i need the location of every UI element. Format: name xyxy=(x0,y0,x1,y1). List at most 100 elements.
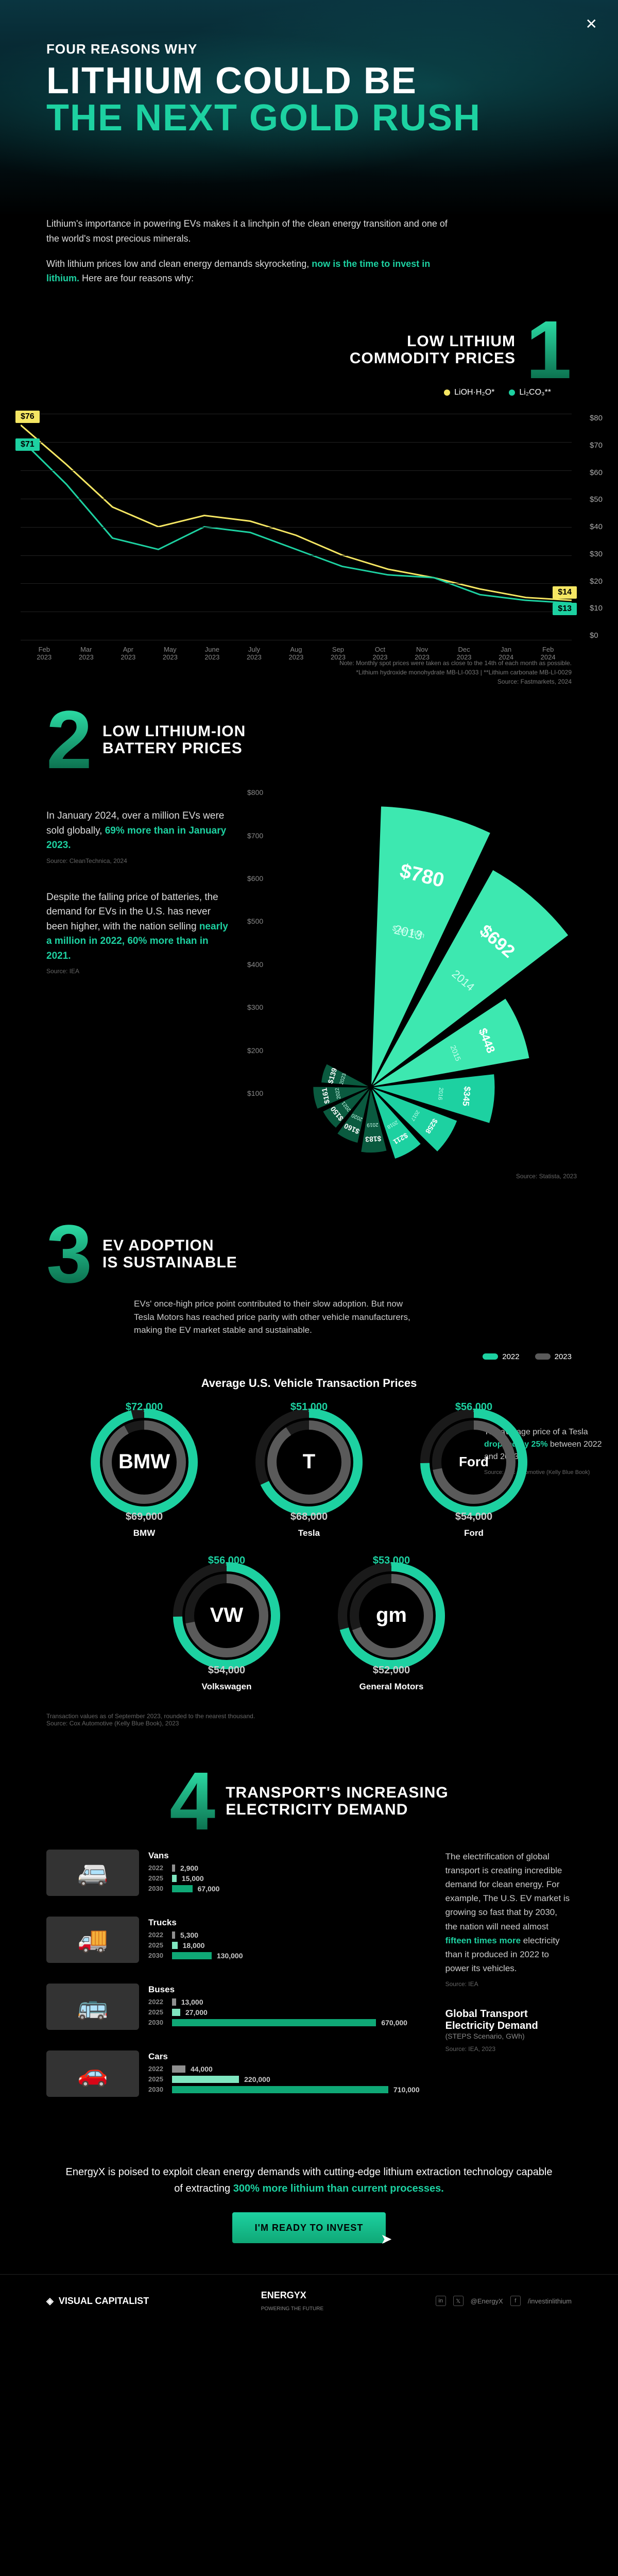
global-demand-title: Global Transport Electricity Demand xyxy=(445,2008,572,2032)
global-demand-src: Source: IEA, 2023 xyxy=(445,2045,572,2053)
sec4-para-b: fifteen times more xyxy=(445,1936,521,1945)
energyx-tag: POWERING THE FUTURE xyxy=(261,2306,323,2312)
social-handle: @EnergyX xyxy=(471,2297,503,2305)
intro-p2c: Here are four reasons why: xyxy=(79,273,194,283)
sec2-head: 2 LOW LITHIUM-ION BATTERY PRICES xyxy=(0,702,618,778)
sec3-title: EV ADOPTION IS SUSTAINABLE xyxy=(102,1237,237,1271)
vehicle-bars-col: 🚐Vans20222,900202515,000203067,000 🚚Truck… xyxy=(46,1850,420,2117)
chart1-legend: LiOH·H₂O* Li₂CO₃** xyxy=(444,388,551,397)
energyx-name: ENERGYX xyxy=(261,2290,306,2301)
sec1-num: 1 xyxy=(526,317,572,383)
sec3-legend: 2022 2023 xyxy=(0,1352,618,1371)
donut-volkswagen: $56,000$54,000VWVolkswagen xyxy=(160,1559,294,1692)
sec2-title-a: LOW LITHIUM-ION xyxy=(102,723,246,740)
legend-dot-yellow xyxy=(444,389,450,396)
brand-vc: ◈ VISUAL CAPITALIST xyxy=(46,2296,149,2307)
sec4-head: 4 TRANSPORT'S INCREASING ELECTRICITY DEM… xyxy=(0,1753,618,1839)
donut-bmw: $72,000$69,000BMWBMW xyxy=(77,1405,211,1538)
intro-p2a: With lithium prices low and clean energy… xyxy=(46,259,312,269)
sec4-para: The electrification of global transport … xyxy=(445,1850,572,1976)
legend-2023-label: 2023 xyxy=(555,1352,572,1361)
facebook-icon[interactable]: f xyxy=(510,2296,521,2306)
swatch-2022 xyxy=(483,1353,498,1360)
chart1-container: LiOH·H₂O* Li₂CO₃** $ per KG $80$70$60$50… xyxy=(0,388,618,656)
brand-energyx: ENERGYX POWERING THE FUTURE xyxy=(261,2290,323,2312)
hero-section: ✕ FOUR REASONS WHY LITHIUM COULD BE THE … xyxy=(0,0,618,216)
global-demand-sub: (STEPS Scenario, GWh) xyxy=(445,2032,572,2040)
chart1-plot-area: $80$70$60$50$40$30$20$10$0$76$71$14$13 xyxy=(21,414,572,640)
sec3-num: 3 xyxy=(46,1221,92,1287)
footer: ◈ VISUAL CAPITALIST ENERGYX POWERING THE… xyxy=(0,2274,618,2337)
close-icon[interactable]: ✕ xyxy=(586,15,597,32)
legend-dot-green xyxy=(509,389,515,396)
chart1-xaxis: Feb2023Mar2023Apr2023May2023June2023July… xyxy=(21,646,572,661)
donut-grid: The average price of a Tesla dropped by … xyxy=(0,1405,618,1713)
eyebrow: FOUR REASONS WHY xyxy=(46,41,572,57)
legend-2023: 2023 xyxy=(535,1352,572,1361)
vehicle-vans: 🚐Vans20222,900202515,000203067,000 xyxy=(46,1850,420,1896)
sec2-title: LOW LITHIUM-ION BATTERY PRICES xyxy=(102,723,246,757)
vc-name: VISUAL CAPITALIST xyxy=(59,2296,149,2307)
invest-button[interactable]: I'M READY TO INVEST ➤ xyxy=(232,2212,386,2244)
sec4-title-b: ELECTRICITY DEMAND xyxy=(226,1801,408,1818)
legend-b-label: Li₂CO₃** xyxy=(519,388,551,397)
sec3-intro: EVs' once-high price point contributed t… xyxy=(0,1292,464,1352)
sec2-body: In January 2024, over a million EVs were… xyxy=(0,778,618,1200)
legend-lioh: LiOH·H₂O* xyxy=(444,388,494,397)
fact-1: In January 2024, over a million EVs were… xyxy=(46,809,232,865)
sec4-para-src: Source: IEA xyxy=(445,1980,572,1988)
fact2-a: Despite the falling price of batteries, … xyxy=(46,892,218,932)
sec3-title-b: IS SUSTAINABLE xyxy=(102,1254,237,1271)
legend-2022: 2022 xyxy=(483,1352,519,1361)
sec2-facts: In January 2024, over a million EVs were… xyxy=(46,788,232,1180)
spiral-svg: $7802013$ per kWh$6922014$4482015$345201… xyxy=(268,788,618,1159)
cta-btn-label: I'M READY TO INVEST xyxy=(255,2223,364,2233)
vehicle-cars: 🚗Cars202244,0002025220,0002030710,000 xyxy=(46,2050,420,2097)
title-line2: THE NEXT GOLD RUSH xyxy=(46,99,572,137)
svg-text:$345: $345 xyxy=(460,1086,473,1107)
x-icon[interactable]: 𝕏 xyxy=(453,2296,464,2306)
sec4-text-col: The electrification of global transport … xyxy=(445,1850,572,2117)
sec3-footnote: Transaction values as of September 2023,… xyxy=(0,1713,618,1753)
chart1-note: Note: Monthly spot prices were taken as … xyxy=(0,656,618,702)
sec4-title: TRANSPORT'S INCREASING ELECTRICITY DEMAN… xyxy=(226,1784,449,1818)
intro-p2: With lithium prices low and clean energy… xyxy=(46,257,448,286)
fact1-src: Source: CleanTechnica, 2024 xyxy=(46,857,232,865)
fact-2: Despite the falling price of batteries, … xyxy=(46,890,232,975)
donut-ford: $56,000$54,000FordFord xyxy=(407,1405,541,1538)
linkedin-icon[interactable]: in xyxy=(436,2296,446,2306)
fact2-src: Source: IEA xyxy=(46,968,232,975)
intro-p1: Lithium's importance in powering EVs mak… xyxy=(46,216,448,246)
cta-block: EnergyX is poised to exploit clean energ… xyxy=(0,2143,618,2275)
donut-tesla: $51,000$68,000TTesla xyxy=(242,1405,376,1538)
svg-text:2019: 2019 xyxy=(367,1122,379,1128)
spiral-src: Source: Statista, 2023 xyxy=(516,1173,577,1180)
sec2-num: 2 xyxy=(46,707,92,773)
sec1-title-b: COMMODITY PRICES xyxy=(350,350,516,367)
social-links: in 𝕏 @EnergyX f /investinlithium xyxy=(436,2296,572,2306)
svg-text:$183: $183 xyxy=(365,1134,382,1143)
sec4-body: 🚐Vans20222,900202515,000203067,000 🚚Truck… xyxy=(0,1839,618,2143)
sec1-title: LOW LITHIUM COMMODITY PRICES xyxy=(350,333,516,367)
sec2-title-b: BATTERY PRICES xyxy=(102,740,243,757)
social-page: /investinlithium xyxy=(528,2297,572,2305)
sec3-head: 3 EV ADOPTION IS SUSTAINABLE xyxy=(0,1200,618,1292)
sec1-title-a: LOW LITHIUM xyxy=(407,333,516,350)
vc-logo-icon: ◈ xyxy=(46,2296,54,2307)
svg-text:2016: 2016 xyxy=(437,1087,444,1100)
sec4-num: 4 xyxy=(169,1768,215,1834)
sec4-title-a: TRANSPORT'S INCREASING xyxy=(226,1784,449,1801)
sec1-head: LOW LITHIUM COMMODITY PRICES 1 xyxy=(0,312,618,388)
cta-b: 300% more lithium than current processes… xyxy=(233,2183,444,2194)
intro-block: Lithium's importance in powering EVs mak… xyxy=(0,216,618,312)
swatch-2023 xyxy=(535,1353,551,1360)
title-line1: LITHIUM COULD BE xyxy=(46,62,572,99)
vehicle-buses: 🚌Buses202213,000202527,0002030670,000 xyxy=(46,1984,420,2030)
spiral-chart: $800$700$600$500$400$300$200$100 $780201… xyxy=(252,788,587,1180)
legend-li2co3: Li₂CO₃** xyxy=(509,388,551,397)
legend-a-label: LiOH·H₂O* xyxy=(454,388,494,397)
sec4-para-a: The electrification of global transport … xyxy=(445,1852,570,1931)
legend-2022-label: 2022 xyxy=(502,1352,519,1361)
sec3-subtitle: Average U.S. Vehicle Transaction Prices xyxy=(0,1371,618,1405)
vehicle-trucks: 🚚Trucks20225,300202518,0002030130,000 xyxy=(46,1917,420,1963)
